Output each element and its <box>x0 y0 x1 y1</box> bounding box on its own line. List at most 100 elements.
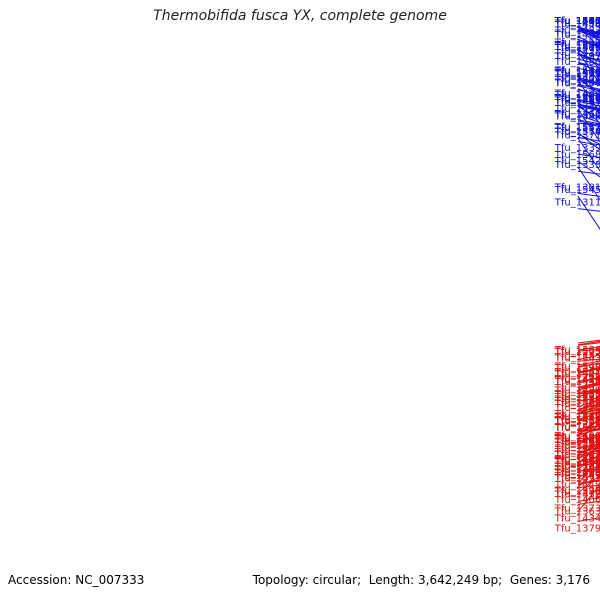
gene-label: Tfu_1554 <box>554 41 600 52</box>
gene-label: Tfu_1567 <box>554 367 600 378</box>
leader-line <box>577 342 600 346</box>
gene-label: Tfu_1504 <box>554 462 600 473</box>
gene-label: Tfu_1571 <box>554 413 600 424</box>
gene-label: Tfu_1307 <box>554 79 600 90</box>
gene-label: Tfu_1381 <box>554 450 600 461</box>
gene-label: Tfu_1403 <box>554 456 600 467</box>
gene-label: Tfu_1570 <box>554 409 600 420</box>
gene-label: Tfu_1524 <box>554 93 600 104</box>
gene-label: Tfu_1569 <box>554 438 600 449</box>
topology-label: Topology: <box>252 573 309 587</box>
gene-label: Tfu_1473 <box>554 474 600 485</box>
gene-label: Tfu_1369 <box>554 93 600 104</box>
gene-label: Tfu_1426 <box>554 413 600 424</box>
gene-label: Tfu_1398 <box>554 485 600 496</box>
gene-label: Tfu_1385 <box>554 352 600 363</box>
gene-label: Tfu_1500 <box>554 16 600 27</box>
gene-label: Tfu_1409 <box>554 431 600 442</box>
gene-label: Tfu_1492 <box>554 441 600 452</box>
gene-label: Tfu_1386 <box>554 399 600 410</box>
gene-label: Tfu_1436 <box>554 48 600 59</box>
gene-label: Tfu_1540 <box>554 40 600 51</box>
gene-label: Tfu_1390 <box>554 468 600 479</box>
leader-line <box>577 195 600 230</box>
gene-label: Tfu_1564 <box>554 94 600 105</box>
gene-label: Tfu_1383 <box>554 464 600 475</box>
gene-label: Tfu_1400 <box>554 16 600 27</box>
gene-label: Tfu_1406 <box>554 495 600 506</box>
gene-label: Tfu_1418 <box>554 403 600 414</box>
gene-label: Tfu_1382 <box>554 434 600 445</box>
gene-label: Tfu_1495 <box>554 68 600 79</box>
gene-label: Tfu_1506 <box>554 445 600 456</box>
gene-label: Tfu_1415 <box>554 468 600 479</box>
gene-label: Tfu_1529 <box>554 433 600 444</box>
gene-label: Tfu_1334 <box>554 40 600 51</box>
gene-label: Tfu_1413 <box>554 16 600 27</box>
gene-label: Tfu_1440 <box>554 411 600 422</box>
gene-label: Tfu_1541 <box>554 98 600 109</box>
gene-label: Tfu_1574 <box>554 127 600 138</box>
gene-label: Tfu_1367 <box>554 29 600 40</box>
gene-label: Tfu_1338 <box>554 126 600 137</box>
gene-label: Tfu_1520 <box>554 486 600 497</box>
gene-label: Tfu_1396 <box>554 433 600 444</box>
gene-label: Tfu_1447 <box>554 449 600 460</box>
gene-label: Tfu_1549 <box>554 362 600 373</box>
gene-label: Tfu_1566 <box>554 458 600 469</box>
gene-label: Tfu_1380 <box>554 57 600 68</box>
gene-label: Tfu_1433 <box>554 66 600 77</box>
gene-label: Tfu_1448 <box>554 480 600 491</box>
gene-label: Tfu_1404 <box>554 68 600 79</box>
leader-line <box>577 166 600 201</box>
gene-label: Tfu_1432 <box>554 95 600 106</box>
gene-label: Tfu_1429 <box>554 375 600 386</box>
gene-label: Tfu_1470 <box>554 16 600 27</box>
gene-label: Tfu_1534 <box>554 66 600 77</box>
gene-label: Tfu_1378 <box>554 490 600 501</box>
reverse-gene-labels: Tfu_1353 Tfu_1355 Tfu_1357 Tfu_1378 Tfu_1363… <box>554 345 600 534</box>
gene-label: Tfu_1475 <box>554 395 600 406</box>
gene-label: Tfu_1517 <box>554 437 600 448</box>
gene-label: Tfu_1525 <box>554 347 600 358</box>
gene-label: Tfu_1301 <box>554 182 600 193</box>
gene-label: Tfu_1416 <box>554 16 600 27</box>
gene-label: Tfu_1456 <box>554 377 600 388</box>
gene-label: Tfu_1531 <box>554 16 600 27</box>
map-title: Thermobifida fusca YX, complete genome <box>153 8 447 24</box>
leader-line <box>577 160 600 178</box>
gene-label: Tfu_1499 <box>554 104 600 115</box>
leader-line <box>577 153 600 158</box>
forward-gene-labels: Tfu_1545 Tfu_1542 Tfu_1574 Tfu_1541 Tfu_1573… <box>554 16 600 209</box>
accession-value: NC_007333 <box>75 573 145 587</box>
gene-label: Tfu_1310 <box>554 94 600 105</box>
gene-label: Tfu_1466 <box>554 109 600 120</box>
gene-label: Tfu_1353 <box>554 441 600 452</box>
gene-label: Tfu_1444 <box>554 20 600 31</box>
gene-label: Tfu_1487 <box>554 26 600 37</box>
gene-label: Tfu_1311 <box>554 198 600 209</box>
gene-label: Tfu_1388 <box>554 112 600 123</box>
gene-label: Tfu_1543 <box>554 353 600 364</box>
gene-label: Tfu_1551 <box>554 416 600 427</box>
gene-label: Tfu_1526 <box>554 389 600 400</box>
gene-label: Tfu_1459 <box>554 412 600 423</box>
genome-stats: Topology: circular; Length: 3,642,249 bp… <box>252 573 590 587</box>
gene-label: Tfu_1410 <box>554 415 600 426</box>
gene-label: Tfu_1422 <box>554 434 600 445</box>
gene-label: Tfu_1513 <box>554 16 600 27</box>
gene-label: Tfu_1431 <box>554 51 600 62</box>
leader-line <box>577 192 600 197</box>
gene-label: Tfu_1402 <box>554 437 600 448</box>
gene-label: Tfu_1357 <box>554 473 600 484</box>
topology-value: circular <box>312 573 358 587</box>
gene-label: Tfu_1546 <box>554 369 600 380</box>
accession-label: Accession: <box>8 573 72 587</box>
gene-label: Tfu_1508 <box>554 456 600 467</box>
gene-label: Tfu_1434 <box>554 514 600 525</box>
leader-line <box>577 340 600 346</box>
leader-line <box>577 453 600 485</box>
gene-label: Tfu_1361 <box>554 16 600 27</box>
gene-label: Tfu_1428 <box>554 396 600 407</box>
genes-label: Genes: <box>509 573 552 587</box>
